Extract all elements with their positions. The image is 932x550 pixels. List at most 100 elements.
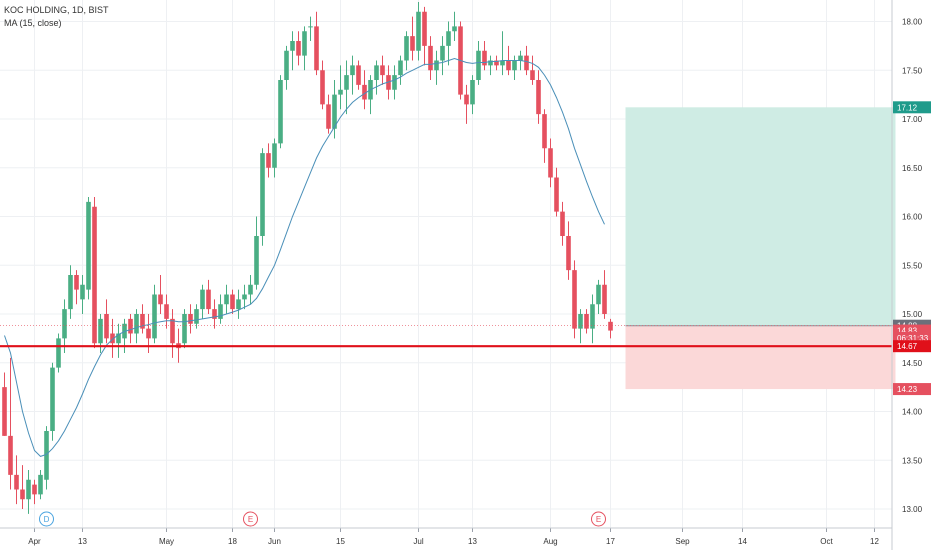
candle-down [422,12,427,46]
candle-up [578,314,583,329]
candle-up [398,61,403,76]
x-tick-label: May [159,537,174,546]
candle-up [98,319,103,343]
candle-up [134,314,139,334]
candle-up [374,65,379,80]
candle-down [536,80,541,114]
y-tick-label: 17.50 [902,66,923,75]
candle-down [524,56,529,71]
candle-down [146,329,151,339]
candle-up [440,46,445,61]
candle-down [188,314,193,324]
candle-down [92,207,97,344]
candle-down [170,319,175,343]
candle-down [320,70,325,104]
candle-down [296,41,301,56]
candle-up [56,338,61,367]
x-tick-label: 14 [738,537,747,546]
candle-up [200,290,205,310]
candle-up [446,31,451,46]
ma-indicator-label[interactable]: MA (15, close) [4,17,109,30]
candle-down [32,485,37,495]
candle-up [302,31,307,55]
x-axis: Apr 13 May 18 Jun 15 Jul 13 Aug 17 Sep 14 Oct 12 [0,528,892,546]
candle-down [158,295,163,305]
candle-down [608,322,613,331]
stop-loss-zone[interactable] [626,326,896,389]
candle-up [452,26,457,31]
candle-up [392,75,397,90]
candle-down [428,46,433,70]
x-tick-label: Apr [28,537,41,546]
candle-up [26,480,31,500]
candle-up [194,309,199,324]
x-tick-label: 13 [78,537,87,546]
y-tick-label: 13.50 [902,456,923,465]
candle-up [596,285,601,305]
candle-down [530,70,535,80]
candle-down [602,285,607,314]
symbol-label[interactable]: KOC HOLDING, 1D, BIST [4,4,109,17]
candle-up [518,56,523,61]
candle-down [230,295,235,310]
candle-down [326,104,331,128]
y-tick-label: 15.00 [902,310,923,319]
y-tick-label: 15.50 [902,261,923,270]
event-marker-label: E [248,515,253,524]
candle-up [476,51,481,80]
candle-down [554,178,559,212]
candlestick-series [2,2,613,514]
candle-down [266,153,271,168]
x-tick-label: 18 [228,537,237,546]
y-tick-label: 13.00 [902,505,923,514]
candle-down [410,36,415,51]
y-tick-label: 14.50 [902,359,923,368]
x-tick-label: 12 [870,537,879,546]
candle-up [218,304,223,319]
candle-up [308,26,313,27]
candle-down [584,314,589,329]
candle-up [344,75,349,90]
candle-up [434,61,439,71]
candle-up [350,65,355,75]
candle-down [506,61,511,71]
candle-up [278,80,283,143]
candle-up [152,295,157,339]
candle-down [164,304,169,319]
x-tick-label: 17 [606,537,615,546]
candle-down [572,270,577,329]
y-axis[interactable]: 13.00 13.50 14.00 14.50 15.00 15.50 16.00 16.50… [892,0,923,550]
candle-up [38,475,43,495]
candle-down [482,51,487,66]
y-tick-label: 18.00 [902,18,923,27]
candle-up [50,368,55,431]
target-zone[interactable] [626,107,896,325]
candle-down [464,95,469,105]
candle-down [380,65,385,75]
x-tick-label: 15 [336,537,345,546]
x-tick-label: Jun [268,537,281,546]
candle-down [14,475,19,490]
price-badge-label: 14.23 [897,385,918,394]
candle-up [512,61,517,71]
event-marker-label: D [44,515,50,524]
candle-down [206,290,211,310]
candle-up [86,202,91,290]
candle-up [290,41,295,51]
candle-up [260,153,265,236]
candle-down [20,490,25,500]
candle-up [338,90,343,95]
event-marker-label: E [596,515,601,524]
y-tick-label: 14.00 [902,408,923,417]
candle-down [566,236,571,270]
candle-up [236,299,241,309]
candle-up [242,295,247,300]
candle-up [224,295,229,305]
candle-down [356,65,361,85]
candle-down [104,314,109,338]
candle-up [416,12,421,51]
candle-up [248,285,253,295]
